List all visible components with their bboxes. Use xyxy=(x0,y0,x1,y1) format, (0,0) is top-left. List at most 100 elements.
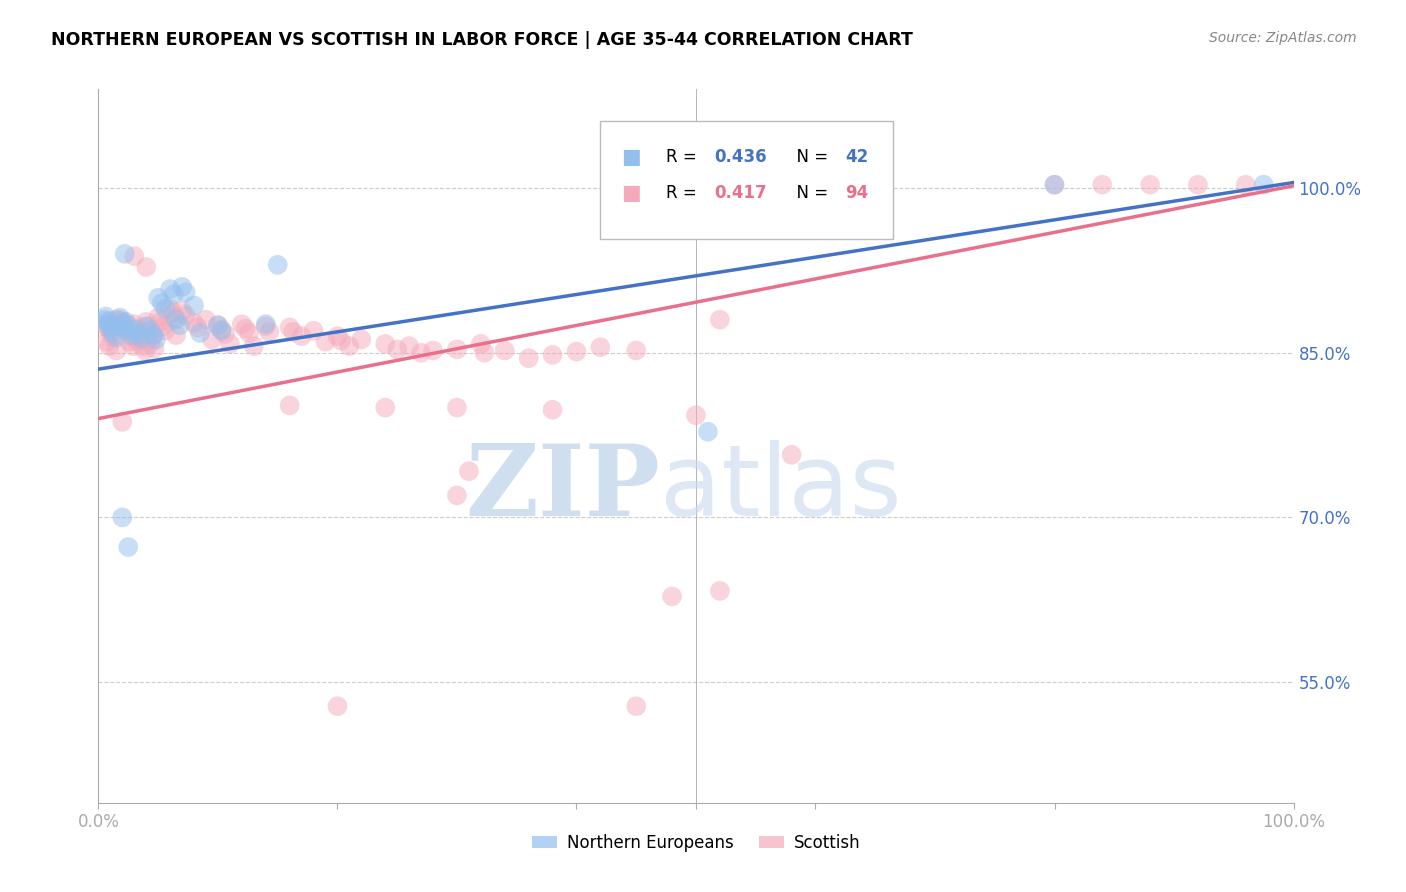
Point xyxy=(235,321,257,335)
Point xyxy=(139,324,162,338)
Point xyxy=(143,341,166,355)
Point xyxy=(1043,178,1066,192)
Point xyxy=(165,328,187,343)
Point xyxy=(124,249,146,263)
Point xyxy=(142,328,165,343)
Point xyxy=(1043,178,1066,192)
Point xyxy=(398,339,420,353)
Point xyxy=(139,324,162,338)
Point xyxy=(183,316,205,330)
Point xyxy=(174,309,197,323)
Point xyxy=(330,334,353,348)
Legend: Northern Europeans, Scottish: Northern Europeans, Scottish xyxy=(524,828,868,859)
Point xyxy=(385,343,409,357)
Text: NORTHERN EUROPEAN VS SCOTTISH IN LABOR FORCE | AGE 35-44 CORRELATION CHART: NORTHERN EUROPEAN VS SCOTTISH IN LABOR F… xyxy=(51,31,912,49)
Point xyxy=(150,296,173,310)
Point xyxy=(626,699,648,714)
Text: 0.417: 0.417 xyxy=(714,184,766,202)
Point xyxy=(254,317,277,331)
Point xyxy=(302,324,325,338)
Point xyxy=(98,326,122,340)
Point xyxy=(105,312,128,326)
Point xyxy=(238,326,260,340)
Point xyxy=(114,247,136,261)
Point xyxy=(183,298,205,312)
Point xyxy=(315,334,337,349)
Point xyxy=(326,329,349,343)
Point xyxy=(98,314,121,328)
Point xyxy=(135,315,157,329)
Point xyxy=(517,351,540,366)
FancyBboxPatch shape xyxy=(600,121,893,239)
Point xyxy=(98,321,122,335)
Point xyxy=(1091,178,1114,192)
Point xyxy=(111,415,134,429)
Point xyxy=(101,326,124,340)
Point xyxy=(709,312,731,326)
Point xyxy=(145,333,167,347)
Text: R =: R = xyxy=(666,184,702,202)
Point xyxy=(121,330,143,344)
Point xyxy=(162,306,184,320)
Point xyxy=(709,583,731,598)
Point xyxy=(626,343,648,358)
Point xyxy=(101,330,124,344)
Point xyxy=(148,291,170,305)
Point xyxy=(458,464,481,478)
Point xyxy=(124,323,146,337)
Point xyxy=(411,345,433,359)
Point xyxy=(211,324,233,338)
Point xyxy=(374,337,396,351)
Text: 42: 42 xyxy=(845,148,869,166)
Point xyxy=(94,310,117,324)
Point xyxy=(155,301,177,316)
Text: 94: 94 xyxy=(845,184,869,202)
Point xyxy=(350,333,373,347)
Point xyxy=(446,343,468,357)
Point xyxy=(98,339,121,353)
Point xyxy=(201,333,224,347)
Point xyxy=(134,343,156,358)
Point xyxy=(115,315,138,329)
Text: ■: ■ xyxy=(620,147,640,167)
Point xyxy=(142,328,165,343)
Point xyxy=(374,401,396,415)
Point xyxy=(780,448,803,462)
Point xyxy=(139,337,162,351)
Point xyxy=(685,409,707,423)
Point xyxy=(114,319,136,334)
Point xyxy=(1139,178,1161,192)
Point xyxy=(283,325,305,339)
Point xyxy=(207,318,229,333)
Point xyxy=(172,280,194,294)
Text: atlas: atlas xyxy=(661,441,901,537)
Point xyxy=(138,319,160,334)
Text: Source: ZipAtlas.com: Source: ZipAtlas.com xyxy=(1209,31,1357,45)
Point xyxy=(267,258,290,272)
Point xyxy=(97,321,120,335)
Point xyxy=(243,339,266,353)
Point xyxy=(93,317,115,331)
Point xyxy=(159,282,181,296)
Point xyxy=(135,319,157,334)
Point xyxy=(446,488,468,502)
Point xyxy=(541,402,564,417)
Point xyxy=(1187,178,1209,192)
Point xyxy=(1234,178,1257,192)
Point xyxy=(136,333,159,347)
Point xyxy=(111,510,134,524)
Point xyxy=(541,348,564,362)
Point xyxy=(105,330,128,344)
Point xyxy=(117,326,139,340)
Point xyxy=(565,344,588,359)
Point xyxy=(149,315,172,329)
Point xyxy=(118,334,141,349)
Point xyxy=(127,326,149,341)
Point xyxy=(259,325,281,339)
Point xyxy=(128,326,150,340)
Point xyxy=(169,318,191,333)
Point xyxy=(121,328,143,343)
Point xyxy=(339,339,361,353)
Point xyxy=(254,319,277,334)
Point xyxy=(127,334,149,349)
